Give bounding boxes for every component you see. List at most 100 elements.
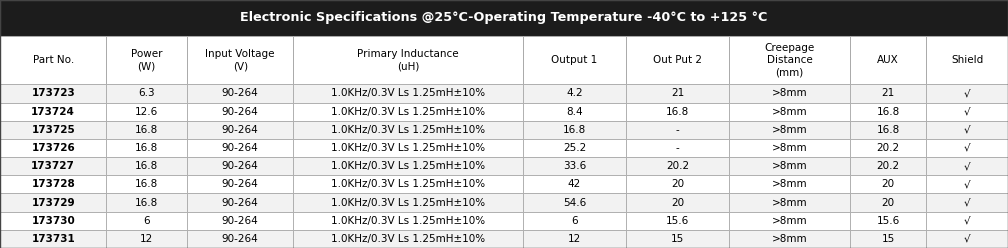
Bar bbox=[187, 193, 293, 212]
Bar bbox=[729, 36, 850, 84]
Text: 90-264: 90-264 bbox=[222, 234, 259, 244]
Text: Shield: Shield bbox=[951, 55, 983, 65]
Text: 6.3: 6.3 bbox=[138, 89, 155, 98]
Bar bbox=[187, 212, 293, 230]
Text: 1.0KHz/0.3V Ls 1.25mH±10%: 1.0KHz/0.3V Ls 1.25mH±10% bbox=[332, 216, 485, 226]
Bar bbox=[626, 193, 729, 212]
Text: >8mm: >8mm bbox=[772, 89, 807, 98]
Text: 16.8: 16.8 bbox=[877, 107, 900, 117]
Text: 20: 20 bbox=[882, 179, 895, 189]
Bar bbox=[107, 139, 187, 157]
Bar bbox=[0, 0, 1008, 36]
Bar bbox=[0, 175, 107, 193]
Bar bbox=[850, 121, 926, 139]
Text: 6: 6 bbox=[572, 216, 578, 226]
Bar bbox=[293, 139, 523, 157]
Text: Output 1: Output 1 bbox=[551, 55, 598, 65]
Bar bbox=[187, 157, 293, 175]
Bar bbox=[729, 212, 850, 230]
Bar bbox=[850, 139, 926, 157]
Bar bbox=[523, 121, 626, 139]
Bar bbox=[626, 175, 729, 193]
Text: 90-264: 90-264 bbox=[222, 125, 259, 135]
Bar bbox=[850, 84, 926, 102]
Bar bbox=[523, 157, 626, 175]
Bar bbox=[0, 36, 107, 84]
Text: -: - bbox=[675, 143, 679, 153]
Text: 1.0KHz/0.3V Ls 1.25mH±10%: 1.0KHz/0.3V Ls 1.25mH±10% bbox=[332, 198, 485, 208]
Bar bbox=[293, 157, 523, 175]
Text: Creepage
Distance
(mm): Creepage Distance (mm) bbox=[764, 43, 814, 78]
Bar bbox=[293, 175, 523, 193]
Bar bbox=[187, 230, 293, 248]
Bar bbox=[293, 193, 523, 212]
Text: 16.8: 16.8 bbox=[135, 179, 158, 189]
Bar bbox=[926, 36, 1008, 84]
Text: 90-264: 90-264 bbox=[222, 89, 259, 98]
Text: 173726: 173726 bbox=[31, 143, 75, 153]
Text: 4.2: 4.2 bbox=[566, 89, 583, 98]
Text: Part No.: Part No. bbox=[32, 55, 74, 65]
Bar bbox=[293, 36, 523, 84]
Bar bbox=[187, 139, 293, 157]
Text: 90-264: 90-264 bbox=[222, 107, 259, 117]
Text: AUX: AUX bbox=[877, 55, 899, 65]
Bar bbox=[107, 102, 187, 121]
Text: √: √ bbox=[964, 198, 971, 208]
Text: 21: 21 bbox=[671, 89, 684, 98]
Text: 16.8: 16.8 bbox=[135, 125, 158, 135]
Text: 173728: 173728 bbox=[31, 179, 75, 189]
Text: 173724: 173724 bbox=[31, 107, 76, 117]
Text: 16.8: 16.8 bbox=[135, 143, 158, 153]
Text: 20: 20 bbox=[671, 198, 684, 208]
Text: √: √ bbox=[964, 107, 971, 117]
Bar bbox=[0, 121, 107, 139]
Bar bbox=[187, 121, 293, 139]
Text: 16.8: 16.8 bbox=[135, 161, 158, 171]
Bar bbox=[850, 36, 926, 84]
Text: √: √ bbox=[964, 234, 971, 244]
Bar bbox=[626, 139, 729, 157]
Bar bbox=[107, 193, 187, 212]
Text: 1.0KHz/0.3V Ls 1.25mH±10%: 1.0KHz/0.3V Ls 1.25mH±10% bbox=[332, 161, 485, 171]
Bar bbox=[0, 230, 107, 248]
Text: 12: 12 bbox=[140, 234, 153, 244]
Bar bbox=[729, 230, 850, 248]
Bar bbox=[926, 157, 1008, 175]
Bar bbox=[729, 121, 850, 139]
Text: √: √ bbox=[964, 143, 971, 153]
Text: 90-264: 90-264 bbox=[222, 161, 259, 171]
Bar bbox=[523, 84, 626, 102]
Bar bbox=[523, 230, 626, 248]
Bar bbox=[523, 102, 626, 121]
Text: 21: 21 bbox=[882, 89, 895, 98]
Bar bbox=[729, 102, 850, 121]
Text: >8mm: >8mm bbox=[772, 179, 807, 189]
Text: Power
(W): Power (W) bbox=[131, 49, 162, 71]
Text: Electronic Specifications @25°C-Operating Temperature -40°C to +125 °C: Electronic Specifications @25°C-Operatin… bbox=[240, 11, 768, 25]
Text: 90-264: 90-264 bbox=[222, 216, 259, 226]
Bar bbox=[293, 230, 523, 248]
Text: >8mm: >8mm bbox=[772, 198, 807, 208]
Bar bbox=[107, 212, 187, 230]
Bar bbox=[107, 121, 187, 139]
Text: 90-264: 90-264 bbox=[222, 198, 259, 208]
Text: >8mm: >8mm bbox=[772, 125, 807, 135]
Bar bbox=[107, 157, 187, 175]
Bar bbox=[293, 102, 523, 121]
Text: 20: 20 bbox=[671, 179, 684, 189]
Text: 1.0KHz/0.3V Ls 1.25mH±10%: 1.0KHz/0.3V Ls 1.25mH±10% bbox=[332, 179, 485, 189]
Bar bbox=[293, 212, 523, 230]
Bar bbox=[850, 102, 926, 121]
Bar bbox=[850, 175, 926, 193]
Text: 16.8: 16.8 bbox=[562, 125, 587, 135]
Bar bbox=[187, 175, 293, 193]
Bar bbox=[187, 84, 293, 102]
Text: √: √ bbox=[964, 161, 971, 171]
Text: √: √ bbox=[964, 216, 971, 226]
Text: 173725: 173725 bbox=[31, 125, 75, 135]
Text: 16.8: 16.8 bbox=[666, 107, 689, 117]
Bar bbox=[523, 36, 626, 84]
Text: 16.8: 16.8 bbox=[135, 198, 158, 208]
Bar bbox=[926, 121, 1008, 139]
